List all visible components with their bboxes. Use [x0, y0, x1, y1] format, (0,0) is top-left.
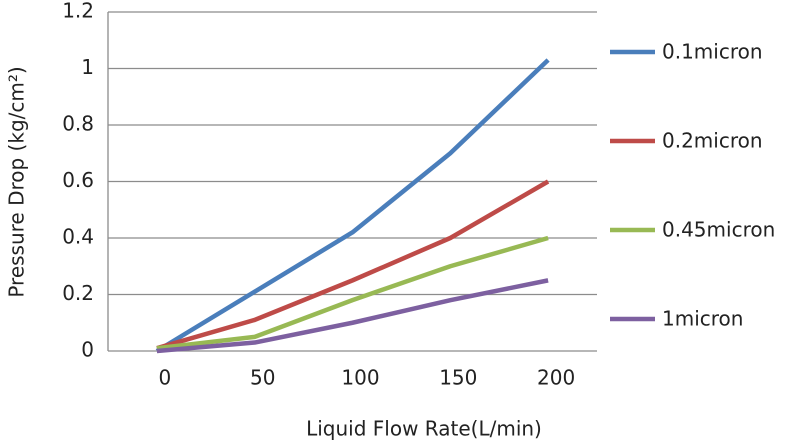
series-line	[155, 58, 550, 353]
legend-label: 1micron	[662, 307, 743, 331]
x-axis-label: Liquid Flow Rate(L/min)	[306, 417, 542, 441]
series-line	[156, 278, 549, 354]
y-tick-label: 0.8	[62, 112, 94, 136]
x-tick-label: 150	[439, 366, 477, 390]
x-tick-label: 0	[159, 366, 172, 390]
legend-label: 0.1micron	[662, 40, 763, 64]
series-line	[156, 179, 550, 351]
legend-label: 0.2micron	[662, 129, 763, 153]
x-tick-label: 50	[250, 366, 275, 390]
y-tick-label: 0.4	[62, 225, 94, 249]
y-tick-label: 0.2	[62, 281, 94, 305]
y-tick-label: 0	[81, 338, 94, 362]
x-tick-label: 200	[537, 366, 575, 390]
y-axis-label: Pressure Drop (kg/cm²)	[5, 66, 29, 297]
y-tick-label: 1.2	[62, 0, 94, 23]
legend-label: 0.45micron	[662, 218, 775, 242]
series-line	[156, 235, 549, 351]
x-tick-label: 100	[341, 366, 379, 390]
y-tick-label: 0.6	[62, 168, 94, 192]
y-tick-label: 1	[81, 55, 94, 79]
